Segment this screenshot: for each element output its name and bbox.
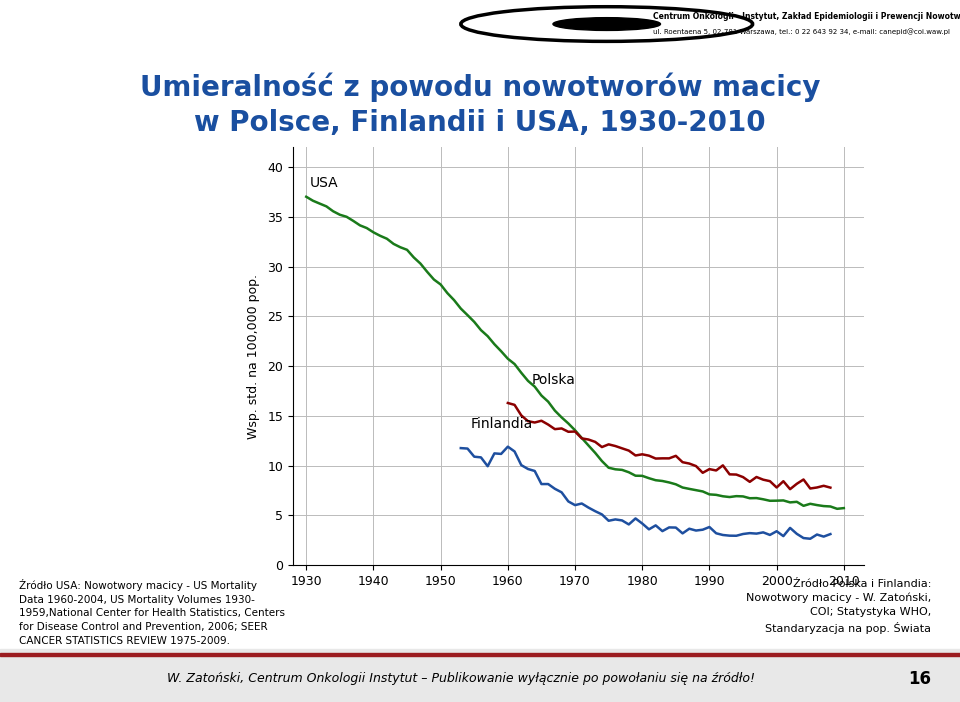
Text: 16: 16 bbox=[908, 670, 931, 688]
Circle shape bbox=[553, 18, 660, 30]
Text: ul. Roentaena 5, 02-781 Warszawa, tel.: 0 22 643 92 34, e-mail: canepid@coi.waw.: ul. Roentaena 5, 02-781 Warszawa, tel.: … bbox=[653, 28, 949, 35]
Y-axis label: Wsp. std. na 100,000 pop.: Wsp. std. na 100,000 pop. bbox=[248, 274, 260, 439]
Text: Finlandia: Finlandia bbox=[470, 417, 533, 431]
Bar bbox=[0, 653, 960, 656]
Text: USA: USA bbox=[309, 176, 338, 190]
Text: w Polsce, Finlandii i USA, 1930-2010: w Polsce, Finlandii i USA, 1930-2010 bbox=[194, 109, 766, 137]
Text: Źródło Polska i Finlandia:
Nowotwory macicy - W. Zatoński,
COI; Statystyka WHO,
: Źródło Polska i Finlandia: Nowotwory mac… bbox=[746, 579, 931, 634]
Text: Polska: Polska bbox=[531, 373, 575, 387]
Text: Centrum Onkologii - Instytut, Zakład Epidemiologii i Prewencji Nowotworów: Centrum Onkologii - Instytut, Zakład Epi… bbox=[653, 11, 960, 21]
Text: W. Zatoński, Centrum Onkologii Instytut – Publikowanie wyłącznie po powołaniu si: W. Zatoński, Centrum Onkologii Instytut … bbox=[167, 673, 755, 685]
Text: Umieralność z powodu nowotworów macicy: Umieralność z powodu nowotworów macicy bbox=[140, 73, 820, 102]
Text: Źródło USA: Nowotwory macicy - US Mortality
Data 1960-2004, US Mortality Volumes: Źródło USA: Nowotwory macicy - US Mortal… bbox=[19, 579, 285, 646]
